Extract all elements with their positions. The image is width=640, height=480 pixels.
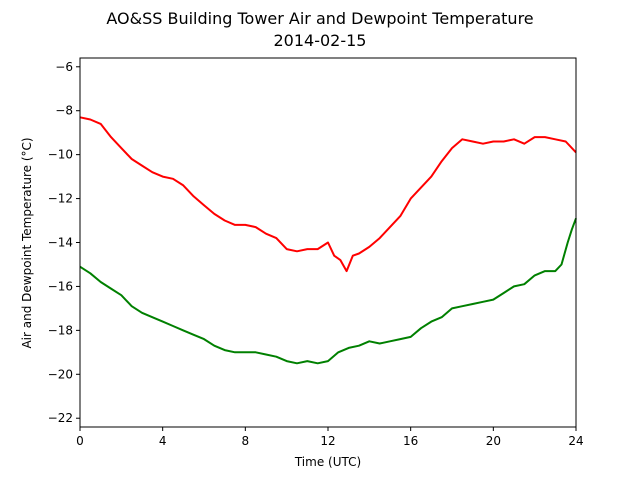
x-axis-label: Time (UTC) — [294, 455, 361, 469]
y-tick-label: −6 — [55, 60, 73, 74]
y-tick-label: −20 — [48, 367, 73, 381]
y-tick-label: −10 — [48, 148, 73, 162]
y-tick-label: −14 — [48, 236, 73, 250]
y-tick-label: −22 — [48, 411, 73, 425]
plot-lines — [79, 116, 577, 365]
y-tick-label: −8 — [55, 104, 73, 118]
x-tick-label: 4 — [159, 434, 167, 448]
series-line-1 — [79, 116, 577, 273]
x-tick-label: 8 — [242, 434, 250, 448]
series-line-2 — [79, 217, 577, 365]
x-axis-ticks: 0 4 8 12 16 20 24 — [76, 427, 584, 448]
y-tick-label: −12 — [48, 192, 73, 206]
chart-title: AO&SS Building Tower Air and Dewpoint Te… — [106, 9, 533, 28]
chart-subtitle: 2014-02-15 — [274, 31, 367, 50]
x-tick-label: 12 — [320, 434, 335, 448]
y-tick-label: −16 — [48, 279, 73, 293]
x-tick-label: 24 — [568, 434, 583, 448]
x-tick-label: 16 — [403, 434, 418, 448]
y-axis-label: Air and Dewpoint Temperature (°C) — [20, 137, 34, 348]
y-tick-label: −18 — [48, 323, 73, 337]
x-tick-label: 20 — [486, 434, 501, 448]
y-axis-ticks: −6 −8 −10 −12 −14 −16 −18 −20 −22 — [48, 60, 80, 425]
x-tick-label: 0 — [76, 434, 84, 448]
